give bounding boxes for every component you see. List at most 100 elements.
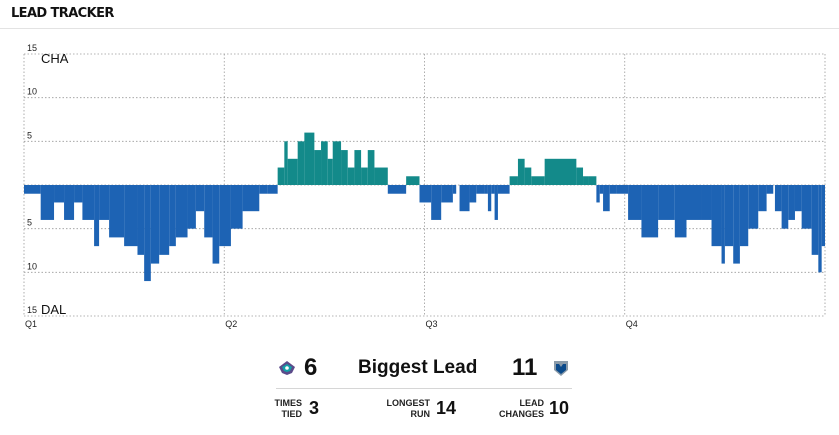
dal-lead-bar bbox=[818, 185, 822, 273]
dal-lead-bar bbox=[212, 185, 220, 264]
cha-lead-bar bbox=[524, 167, 532, 185]
dal-lead-bar bbox=[150, 185, 160, 264]
hornets-logo-icon bbox=[279, 361, 295, 375]
dal-lead-bar bbox=[748, 185, 759, 229]
dal-lead-bar bbox=[821, 185, 825, 247]
times-tied-value: 3 bbox=[309, 398, 320, 418]
cha-lead-bar bbox=[284, 141, 288, 185]
cha-lead-bar bbox=[332, 141, 342, 185]
dal-lead-bar bbox=[99, 185, 110, 220]
dal-lead-bar bbox=[452, 185, 457, 194]
lead-changes-value: 10 bbox=[549, 398, 570, 418]
dal-lead-bar bbox=[658, 185, 675, 220]
dal-lead-bar bbox=[811, 185, 819, 255]
dal-lead-bar bbox=[788, 185, 795, 220]
dal-lead-bar bbox=[609, 185, 617, 194]
team-label-bottom: DAL bbox=[41, 302, 66, 317]
dal-lead-bar bbox=[267, 185, 278, 194]
stats-panel: 6 Biggest Lead 11 TIMES TIED 3 LONGEST R… bbox=[0, 350, 839, 435]
dal-lead-bar bbox=[711, 185, 722, 247]
cha-lead-bar bbox=[406, 176, 420, 185]
dal-lead-bar bbox=[701, 185, 712, 220]
dal-lead-bar bbox=[758, 185, 767, 212]
dal-lead-bar bbox=[441, 185, 453, 203]
cha-lead-bar bbox=[588, 176, 597, 185]
dal-lead-bar bbox=[724, 185, 734, 247]
dal-lead-bar bbox=[431, 185, 442, 220]
x-tick-label: Q3 bbox=[426, 319, 438, 329]
dal-lead-bar bbox=[459, 185, 470, 212]
dal-lead-bar bbox=[74, 185, 83, 203]
dal-lead-bar bbox=[24, 185, 41, 194]
cha-lead-bar bbox=[304, 132, 315, 185]
dal-lead-bar bbox=[230, 185, 243, 229]
dal-lead-bar bbox=[137, 185, 145, 255]
cha-lead-bar bbox=[277, 167, 285, 185]
cha-lead-bar bbox=[354, 150, 362, 185]
dal-lead-bar bbox=[387, 185, 407, 194]
stats-divider bbox=[276, 388, 572, 389]
dal-lead-bar bbox=[195, 185, 205, 212]
dal-lead-bar bbox=[54, 185, 65, 203]
dal-lead-bar bbox=[603, 185, 610, 212]
x-tick-label: Q4 bbox=[626, 319, 638, 329]
cha-lead-bar bbox=[347, 167, 355, 185]
longest-run-label: LONGEST RUN bbox=[386, 398, 430, 419]
cha-lead-bar bbox=[314, 150, 322, 185]
dal-lead-bar bbox=[159, 185, 170, 255]
y-tick-label: 10 bbox=[27, 87, 37, 97]
cha-lead-bar bbox=[287, 158, 298, 185]
y-tick-label: 15 bbox=[27, 43, 37, 53]
x-tick-label: Q1 bbox=[25, 319, 37, 329]
dal-lead-bar bbox=[616, 185, 629, 194]
dal-lead-bar bbox=[175, 185, 188, 238]
dal-lead-bar bbox=[187, 185, 196, 229]
cha-lead-bar bbox=[297, 141, 305, 185]
dal-lead-bar bbox=[596, 185, 600, 203]
dal-lead-bar bbox=[124, 185, 138, 247]
cha-lead-bar bbox=[341, 150, 348, 185]
page-title: LEAD TRACKER bbox=[11, 6, 114, 21]
cha-lead-bar bbox=[374, 167, 388, 185]
dal-lead-bar bbox=[259, 185, 268, 194]
dal-lead-bar bbox=[82, 185, 95, 220]
dal-lead-bar bbox=[484, 185, 488, 194]
longest-run-value: 14 bbox=[436, 398, 457, 418]
dal-lead-bar bbox=[469, 185, 477, 203]
cha-biggest-lead: 6 bbox=[304, 354, 318, 381]
dal-lead-bar bbox=[64, 185, 75, 220]
dal-lead-bar bbox=[628, 185, 642, 220]
dal-lead-bar bbox=[109, 185, 125, 238]
dal-lead-bar bbox=[801, 185, 812, 229]
dal-lead-bar bbox=[494, 185, 498, 220]
team-label-top: CHA bbox=[41, 51, 69, 66]
dal-biggest-lead: 11 bbox=[512, 354, 538, 381]
dal-lead-bar bbox=[781, 185, 789, 229]
lead-tracker-chart: 15 10 5 5 10 15 CHA DAL Q1 Q2 Q3 Q4 bbox=[23, 43, 826, 329]
dal-lead-bar bbox=[476, 185, 485, 194]
cha-lead-bar bbox=[583, 176, 589, 185]
cha-lead-bar bbox=[531, 176, 545, 185]
mavericks-logo-icon bbox=[554, 361, 568, 376]
dal-lead-bar bbox=[497, 185, 510, 194]
dal-lead-bar bbox=[674, 185, 687, 238]
y-tick-label: 5 bbox=[27, 218, 32, 228]
cha-lead-bar bbox=[367, 150, 375, 185]
dal-lead-bar bbox=[641, 185, 659, 238]
dal-lead-bar bbox=[169, 185, 176, 247]
header: LEAD TRACKER bbox=[0, 0, 839, 29]
cha-lead-bar bbox=[517, 158, 525, 185]
biggest-lead-label: Biggest Lead bbox=[358, 357, 478, 378]
x-tick-label: Q2 bbox=[225, 319, 237, 329]
dal-lead-bar bbox=[599, 185, 604, 194]
dal-lead-bar bbox=[774, 185, 782, 212]
dal-lead-bar bbox=[242, 185, 260, 212]
cha-lead-bar bbox=[361, 167, 368, 185]
cha-lead-bar bbox=[576, 167, 584, 185]
dal-lead-bar bbox=[204, 185, 213, 238]
y-tick-label: 5 bbox=[27, 130, 32, 140]
lead-changes-label: LEAD CHANGES bbox=[498, 398, 544, 419]
times-tied-label: TIMES TIED bbox=[274, 398, 302, 419]
cha-lead-bar bbox=[321, 141, 328, 185]
dal-lead-bar bbox=[419, 185, 432, 203]
